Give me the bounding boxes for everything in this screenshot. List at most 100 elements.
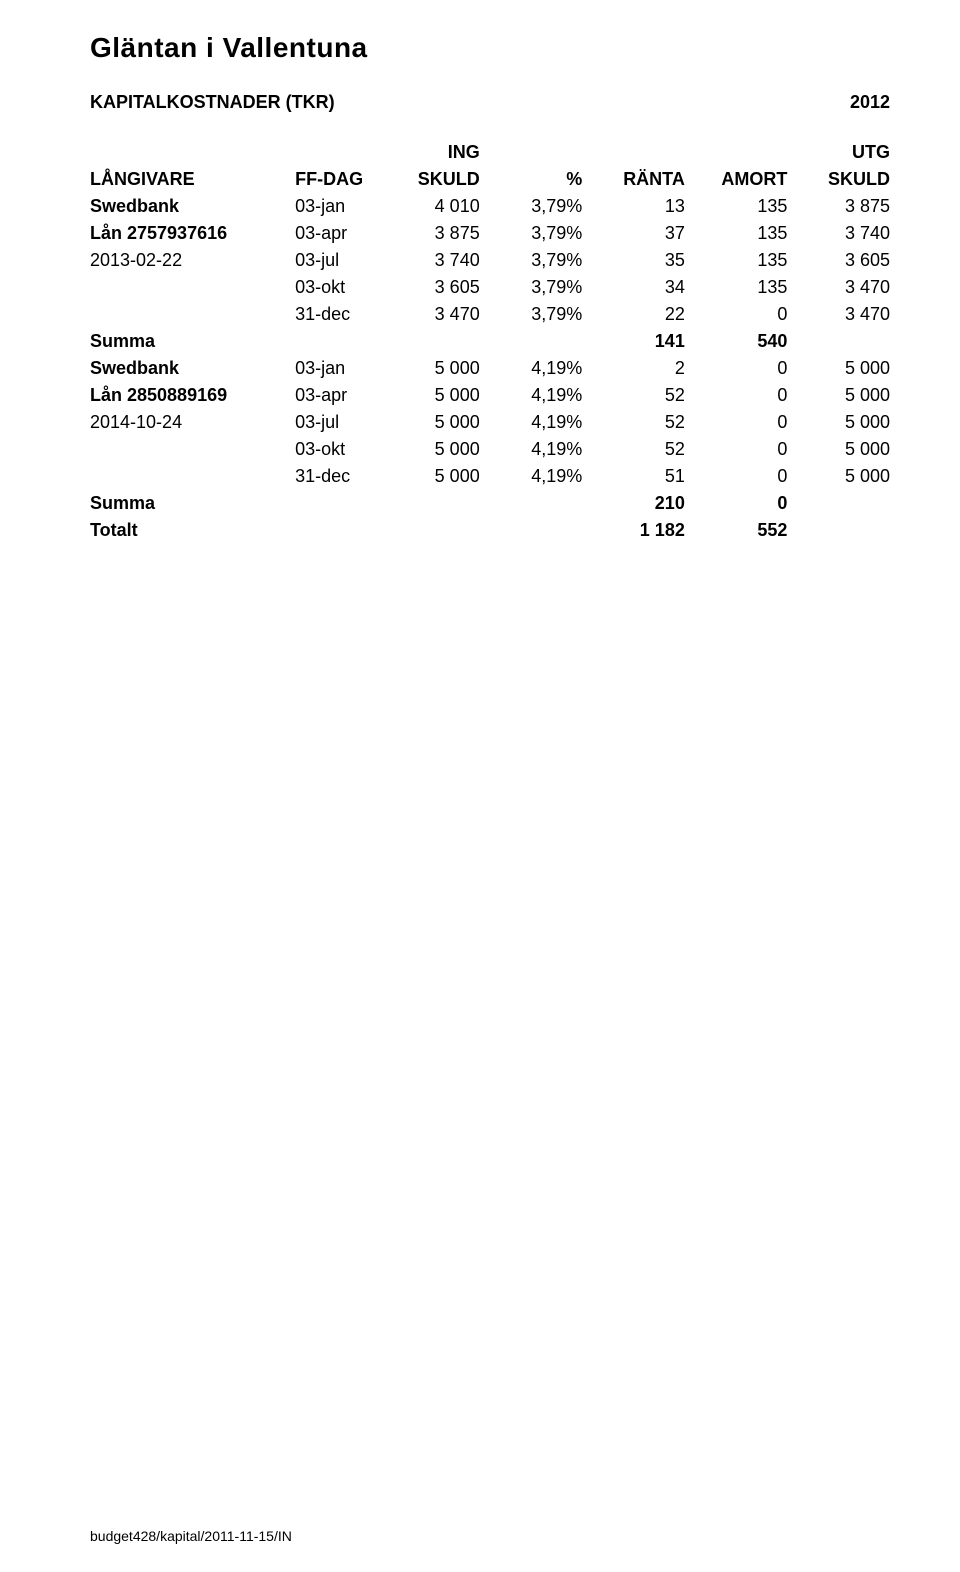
cell-pct: 4,19% — [480, 463, 583, 490]
cell-pct: 3,79% — [480, 193, 583, 220]
section-year: 2012 — [850, 92, 890, 113]
cell-amort: 0 — [685, 301, 788, 328]
cell-ranta: 52 — [582, 409, 685, 436]
cell-pct: 4,19% — [480, 382, 583, 409]
cell-ranta: 37 — [582, 220, 685, 247]
totalt-amort: 552 — [685, 517, 788, 544]
cell-skuld: 4 010 — [387, 193, 479, 220]
cell-ffdag: 03-okt — [295, 436, 387, 463]
cell-skuld: 5 000 — [387, 355, 479, 382]
cell-skuld: 5 000 — [387, 409, 479, 436]
cell-ffdag: 31-dec — [295, 463, 387, 490]
summa-row: Summa 210 0 — [90, 490, 890, 517]
header-percent: % — [480, 166, 583, 193]
cell-amort: 0 — [685, 355, 788, 382]
table-row: Lån 2850889169 03-apr 5 000 4,19% 52 0 5… — [90, 382, 890, 409]
table-row: 2013-02-22 03-jul 3 740 3,79% 35 135 3 6… — [90, 247, 890, 274]
row-label: Swedbank — [90, 355, 295, 382]
cell-ffdag: 31-dec — [295, 301, 387, 328]
section-header-row: KAPITALKOSTNADER (TKR) 2012 — [90, 92, 890, 113]
capital-costs-table: ING UTG LÅNGIVARE FF-DAG SKULD % RÄNTA A… — [90, 139, 890, 544]
cell-amort: 0 — [685, 463, 788, 490]
cell-ranta: 51 — [582, 463, 685, 490]
cell-pct: 4,19% — [480, 436, 583, 463]
cell-skuld: 3 875 — [387, 220, 479, 247]
cell-ffdag: 03-jul — [295, 409, 387, 436]
cell-ranta: 35 — [582, 247, 685, 274]
cell-amort: 135 — [685, 193, 788, 220]
summa-row: Summa 141 540 — [90, 328, 890, 355]
header-skuld-utg: SKULD — [787, 166, 890, 193]
section-title: KAPITALKOSTNADER (TKR) — [90, 92, 335, 113]
cell-skuld: 5 000 — [387, 463, 479, 490]
totalt-row: Totalt 1 182 552 — [90, 517, 890, 544]
cell-ranta: 52 — [582, 436, 685, 463]
row-label: Lån 2757937616 — [90, 220, 295, 247]
cell-amort: 135 — [685, 274, 788, 301]
table-row: 2014-10-24 03-jul 5 000 4,19% 52 0 5 000 — [90, 409, 890, 436]
cell-pct: 4,19% — [480, 409, 583, 436]
summa-amort: 540 — [685, 328, 788, 355]
header-utg: UTG — [787, 139, 890, 166]
cell-ranta: 13 — [582, 193, 685, 220]
row-label — [90, 301, 295, 328]
table-row: Swedbank 03-jan 5 000 4,19% 2 0 5 000 — [90, 355, 890, 382]
cell-ffdag: 03-apr — [295, 220, 387, 247]
table-row: 03-okt 3 605 3,79% 34 135 3 470 — [90, 274, 890, 301]
cell-utg: 3 875 — [787, 193, 890, 220]
table-row: Lån 2757937616 03-apr 3 875 3,79% 37 135… — [90, 220, 890, 247]
cell-utg: 3 740 — [787, 220, 890, 247]
header-ranta: RÄNTA — [582, 166, 685, 193]
cell-ffdag: 03-jul — [295, 247, 387, 274]
super-header-row: ING UTG — [90, 139, 890, 166]
document-title: Gläntan i Vallentuna — [90, 32, 890, 64]
cell-pct: 3,79% — [480, 274, 583, 301]
cell-utg: 5 000 — [787, 382, 890, 409]
summa-amort: 0 — [685, 490, 788, 517]
cell-utg: 5 000 — [787, 409, 890, 436]
cell-skuld: 5 000 — [387, 436, 479, 463]
cell-amort: 135 — [685, 220, 788, 247]
cell-utg: 5 000 — [787, 436, 890, 463]
footer-text: budget428/kapital/2011-11-15/IN — [90, 1528, 292, 1544]
cell-ranta: 22 — [582, 301, 685, 328]
cell-pct: 3,79% — [480, 301, 583, 328]
row-label: 2013-02-22 — [90, 247, 295, 274]
cell-skuld: 3 470 — [387, 301, 479, 328]
table-row: 03-okt 5 000 4,19% 52 0 5 000 — [90, 436, 890, 463]
cell-ranta: 52 — [582, 382, 685, 409]
cell-pct: 4,19% — [480, 355, 583, 382]
table-row: Swedbank 03-jan 4 010 3,79% 13 135 3 875 — [90, 193, 890, 220]
header-skuld: SKULD — [387, 166, 479, 193]
summa-label: Summa — [90, 490, 295, 517]
row-label: Swedbank — [90, 193, 295, 220]
cell-amort: 135 — [685, 247, 788, 274]
summa-ranta: 141 — [582, 328, 685, 355]
row-label — [90, 463, 295, 490]
summa-label: Summa — [90, 328, 295, 355]
page: Gläntan i Vallentuna KAPITALKOSTNADER (T… — [0, 0, 960, 1572]
cell-ffdag: 03-jan — [295, 193, 387, 220]
header-langivare: LÅNGIVARE — [90, 166, 295, 193]
cell-pct: 3,79% — [480, 220, 583, 247]
row-label — [90, 436, 295, 463]
cell-amort: 0 — [685, 436, 788, 463]
header-ffdag: FF-DAG — [295, 166, 387, 193]
table-row: 31-dec 3 470 3,79% 22 0 3 470 — [90, 301, 890, 328]
cell-skuld: 3 605 — [387, 274, 479, 301]
header-ing: ING — [387, 139, 479, 166]
cell-utg: 3 470 — [787, 301, 890, 328]
cell-ranta: 2 — [582, 355, 685, 382]
cell-utg: 5 000 — [787, 463, 890, 490]
column-header-row: LÅNGIVARE FF-DAG SKULD % RÄNTA AMORT SKU… — [90, 166, 890, 193]
row-label: Lån 2850889169 — [90, 382, 295, 409]
summa-ranta: 210 — [582, 490, 685, 517]
cell-ffdag: 03-okt — [295, 274, 387, 301]
cell-skuld: 3 740 — [387, 247, 479, 274]
cell-ffdag: 03-apr — [295, 382, 387, 409]
table-row: 31-dec 5 000 4,19% 51 0 5 000 — [90, 463, 890, 490]
cell-ranta: 34 — [582, 274, 685, 301]
cell-pct: 3,79% — [480, 247, 583, 274]
totalt-label: Totalt — [90, 517, 295, 544]
cell-amort: 0 — [685, 382, 788, 409]
